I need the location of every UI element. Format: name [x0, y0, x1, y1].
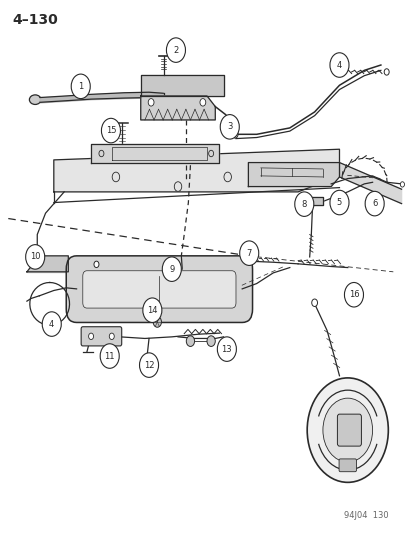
Polygon shape	[91, 144, 219, 163]
Text: 12: 12	[143, 361, 154, 369]
FancyBboxPatch shape	[83, 271, 235, 308]
Circle shape	[99, 150, 104, 157]
Text: 7: 7	[246, 249, 251, 257]
FancyBboxPatch shape	[337, 414, 361, 446]
Circle shape	[206, 336, 215, 346]
Circle shape	[142, 298, 161, 322]
Circle shape	[174, 182, 181, 191]
Ellipse shape	[29, 95, 41, 104]
Polygon shape	[339, 163, 401, 204]
Circle shape	[139, 353, 158, 377]
Circle shape	[100, 344, 119, 368]
Circle shape	[383, 69, 388, 75]
Circle shape	[162, 257, 181, 281]
Text: 16: 16	[348, 290, 358, 299]
Text: 4: 4	[336, 61, 341, 69]
Circle shape	[101, 118, 120, 143]
Circle shape	[239, 241, 258, 265]
Circle shape	[71, 74, 90, 99]
Circle shape	[232, 131, 237, 138]
Circle shape	[148, 99, 154, 106]
Polygon shape	[301, 197, 322, 205]
Circle shape	[94, 261, 99, 268]
Circle shape	[329, 53, 348, 77]
Circle shape	[199, 99, 205, 106]
Circle shape	[306, 378, 387, 482]
Circle shape	[311, 299, 317, 306]
Text: 15: 15	[105, 126, 116, 135]
Text: 2: 2	[173, 46, 178, 54]
Polygon shape	[248, 163, 339, 187]
Polygon shape	[54, 149, 339, 192]
Text: 6: 6	[371, 199, 376, 208]
Text: 14: 14	[147, 306, 157, 314]
Polygon shape	[140, 75, 223, 96]
Circle shape	[322, 398, 372, 462]
Text: 13: 13	[221, 345, 232, 353]
Circle shape	[26, 245, 45, 269]
Text: 11: 11	[104, 352, 115, 360]
Circle shape	[223, 172, 231, 182]
Polygon shape	[140, 96, 215, 120]
Circle shape	[364, 191, 383, 216]
Circle shape	[220, 115, 239, 139]
Circle shape	[88, 333, 93, 340]
Polygon shape	[27, 256, 68, 272]
Circle shape	[153, 317, 161, 327]
Text: 94J04  130: 94J04 130	[343, 511, 387, 520]
Circle shape	[344, 282, 363, 307]
Circle shape	[329, 190, 348, 215]
Text: 4–130: 4–130	[12, 13, 58, 27]
Circle shape	[208, 150, 213, 157]
Circle shape	[302, 201, 306, 206]
Text: 9: 9	[169, 265, 174, 273]
FancyBboxPatch shape	[81, 327, 121, 346]
Text: 1: 1	[78, 82, 83, 91]
Circle shape	[294, 192, 313, 216]
Circle shape	[186, 336, 194, 346]
Circle shape	[42, 312, 61, 336]
Circle shape	[217, 337, 236, 361]
Text: 4: 4	[49, 320, 54, 328]
Text: 5: 5	[336, 198, 341, 207]
Text: 8: 8	[301, 200, 306, 208]
Circle shape	[399, 182, 404, 187]
Text: 10: 10	[30, 253, 40, 261]
FancyBboxPatch shape	[338, 459, 356, 472]
Circle shape	[166, 38, 185, 62]
Circle shape	[109, 333, 114, 340]
Circle shape	[112, 172, 119, 182]
Text: 3: 3	[227, 123, 232, 131]
FancyBboxPatch shape	[66, 256, 252, 322]
